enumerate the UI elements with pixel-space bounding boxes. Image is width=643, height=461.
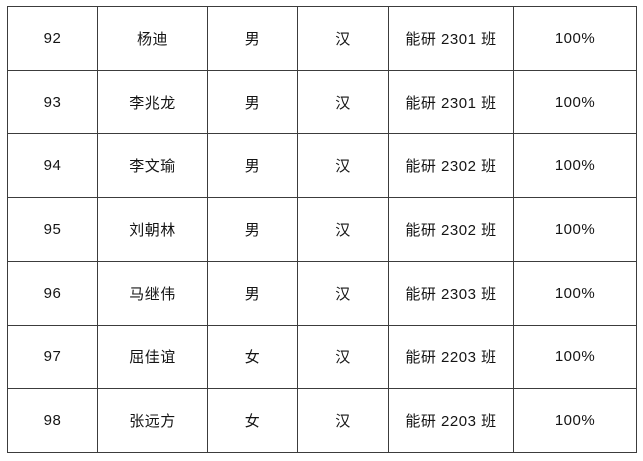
table-row: 96 马继伟 男 汉 能研 2303 班 100% <box>7 260 637 326</box>
cell-rate: 100% <box>513 133 637 199</box>
table-row: 92 杨迪 男 汉 能研 2301 班 100% <box>7 6 637 71</box>
cell-number: 94 <box>7 133 98 199</box>
cell-ethnicity: 汉 <box>297 324 389 390</box>
cell-name: 马继伟 <box>97 260 208 326</box>
cell-number: 95 <box>7 197 98 262</box>
cell-class: 能研 2203 班 <box>388 388 514 453</box>
cell-class: 能研 2301 班 <box>388 6 514 71</box>
cell-ethnicity: 汉 <box>297 69 389 135</box>
cell-gender: 男 <box>207 6 298 71</box>
cell-class: 能研 2301 班 <box>388 69 514 135</box>
student-roster-table: 92 杨迪 男 汉 能研 2301 班 100% 93 李兆龙 男 汉 能研 2… <box>7 6 637 453</box>
cell-rate: 100% <box>513 197 637 262</box>
cell-name: 杨迪 <box>97 6 208 71</box>
cell-number: 96 <box>7 260 98 326</box>
cell-class: 能研 2203 班 <box>388 324 514 390</box>
cell-ethnicity: 汉 <box>297 6 389 71</box>
cell-number: 98 <box>7 388 98 453</box>
cell-rate: 100% <box>513 388 637 453</box>
cell-ethnicity: 汉 <box>297 197 389 262</box>
cell-number: 93 <box>7 69 98 135</box>
cell-rate: 100% <box>513 260 637 326</box>
cell-name: 屈佳谊 <box>97 324 208 390</box>
cell-name: 李文瑜 <box>97 133 208 199</box>
table-row: 93 李兆龙 男 汉 能研 2301 班 100% <box>7 69 637 135</box>
cell-rate: 100% <box>513 6 637 71</box>
table-row: 94 李文瑜 男 汉 能研 2302 班 100% <box>7 133 637 199</box>
cell-class: 能研 2303 班 <box>388 260 514 326</box>
cell-ethnicity: 汉 <box>297 388 389 453</box>
cell-class: 能研 2302 班 <box>388 197 514 262</box>
cell-gender: 男 <box>207 69 298 135</box>
cell-rate: 100% <box>513 69 637 135</box>
cell-class: 能研 2302 班 <box>388 133 514 199</box>
cell-gender: 男 <box>207 260 298 326</box>
cell-gender: 女 <box>207 388 298 453</box>
cell-number: 97 <box>7 324 98 390</box>
cell-gender: 女 <box>207 324 298 390</box>
cell-gender: 男 <box>207 133 298 199</box>
cell-ethnicity: 汉 <box>297 133 389 199</box>
cell-name: 刘朝林 <box>97 197 208 262</box>
table-row: 95 刘朝林 男 汉 能研 2302 班 100% <box>7 197 637 262</box>
cell-gender: 男 <box>207 197 298 262</box>
cell-ethnicity: 汉 <box>297 260 389 326</box>
cell-name: 李兆龙 <box>97 69 208 135</box>
cell-number: 92 <box>7 6 98 71</box>
cell-rate: 100% <box>513 324 637 390</box>
table-row: 97 屈佳谊 女 汉 能研 2203 班 100% <box>7 324 637 390</box>
cell-name: 张远方 <box>97 388 208 453</box>
table-row: 98 张远方 女 汉 能研 2203 班 100% <box>7 388 637 453</box>
